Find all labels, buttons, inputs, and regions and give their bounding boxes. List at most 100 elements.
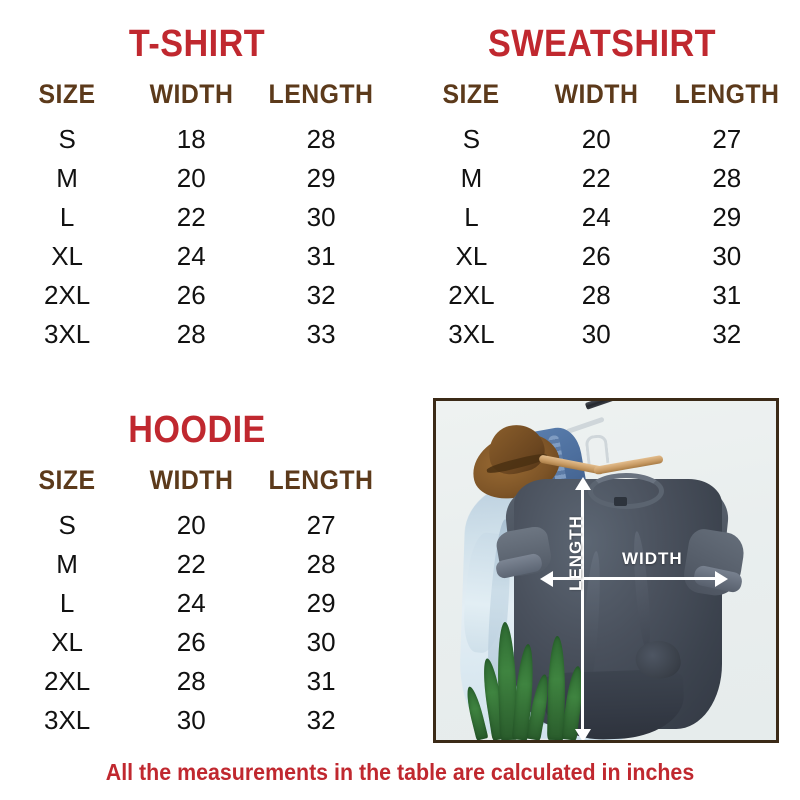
cell-size: L bbox=[464, 202, 479, 232]
cell-size: L bbox=[59, 588, 75, 618]
column-header-length: LENGTH bbox=[674, 79, 780, 109]
table-row: XL 24 31 bbox=[6, 237, 388, 276]
cell-width: 20 bbox=[581, 124, 611, 154]
table-row: S 20 27 bbox=[410, 120, 794, 159]
cell-length: 30 bbox=[712, 241, 742, 271]
size-table-hoodie: SIZE WIDTH LENGTH S 20 27 M 22 28 L bbox=[6, 464, 388, 740]
cell-size: S bbox=[58, 124, 76, 154]
cell-size: M bbox=[460, 163, 483, 193]
column-header-size: SIZE bbox=[38, 465, 96, 495]
cell-length: 32 bbox=[712, 319, 742, 349]
length-arrow-head-bottom bbox=[575, 729, 591, 740]
cell-size: 3XL bbox=[43, 705, 91, 735]
cell-length: 29 bbox=[712, 202, 742, 232]
cell-size: 2XL bbox=[448, 280, 495, 310]
width-arrow-line bbox=[550, 577, 718, 580]
width-arrow-label: WIDTH bbox=[622, 549, 683, 568]
cell-size: 2XL bbox=[43, 280, 91, 310]
size-block-hoodie: HOODIE SIZE WIDTH LENGTH S 20 27 M 22 2 bbox=[6, 408, 388, 740]
hanger-hook bbox=[584, 433, 610, 466]
table-row: M 22 28 bbox=[410, 159, 794, 198]
column-header-size: SIZE bbox=[442, 79, 500, 109]
cell-size: 2XL bbox=[43, 666, 91, 696]
measurement-units-note: All the measurements in the table are ca… bbox=[105, 759, 695, 785]
cell-width: 22 bbox=[176, 549, 206, 579]
table-row: 3XL 30 32 bbox=[410, 315, 794, 354]
size-block-tshirt: T-SHIRT SIZE WIDTH LENGTH S 18 28 M 20 bbox=[6, 22, 388, 354]
cell-width: 24 bbox=[581, 202, 611, 232]
table-row: XL 26 30 bbox=[6, 623, 388, 662]
table-title-sweatshirt: SWEATSHIRT bbox=[487, 23, 717, 65]
cell-length: 31 bbox=[306, 241, 336, 271]
length-arrow-line bbox=[581, 487, 584, 731]
cell-width: 30 bbox=[176, 705, 206, 735]
cell-size: XL bbox=[51, 627, 84, 657]
cell-width: 20 bbox=[176, 510, 206, 540]
cell-size: M bbox=[56, 163, 78, 193]
cell-size: 3XL bbox=[448, 319, 495, 349]
column-header-size: SIZE bbox=[38, 79, 96, 109]
cell-length: 32 bbox=[306, 280, 336, 310]
cell-length: 29 bbox=[306, 163, 336, 193]
column-header-length: LENGTH bbox=[268, 79, 374, 109]
cell-width: 26 bbox=[176, 280, 206, 310]
table-title-hoodie: HOODIE bbox=[128, 409, 266, 451]
cell-size: L bbox=[59, 202, 75, 232]
clothing-rail bbox=[584, 401, 776, 410]
table-row: L 24 29 bbox=[6, 584, 388, 623]
table-row: 3XL 28 33 bbox=[6, 315, 388, 354]
column-header-width: WIDTH bbox=[554, 79, 639, 109]
cell-size: XL bbox=[51, 241, 84, 271]
cell-size: S bbox=[58, 510, 76, 540]
photo-scene: WIDTH LENGTH bbox=[436, 401, 776, 740]
cell-width: 28 bbox=[176, 666, 206, 696]
cell-length: 30 bbox=[306, 202, 336, 232]
length-arrow-label: LENGTH bbox=[566, 515, 585, 591]
table-row: S 20 27 bbox=[6, 506, 388, 545]
tshirt-neck-tag bbox=[614, 497, 627, 506]
column-header-length: LENGTH bbox=[268, 465, 374, 495]
tshirt-collar bbox=[588, 473, 664, 509]
table-header-row: SIZE WIDTH LENGTH bbox=[410, 78, 794, 120]
cell-length: 28 bbox=[306, 124, 336, 154]
cell-length: 31 bbox=[306, 666, 336, 696]
cell-size: XL bbox=[455, 241, 488, 271]
cell-width: 30 bbox=[581, 319, 611, 349]
cell-length: 28 bbox=[306, 549, 336, 579]
table-row: 2XL 28 31 bbox=[410, 276, 794, 315]
cell-length: 33 bbox=[306, 319, 336, 349]
table-row: 2XL 26 32 bbox=[6, 276, 388, 315]
table-row: 3XL 30 32 bbox=[6, 701, 388, 740]
width-arrow-head-left bbox=[540, 571, 553, 587]
table-row: XL 26 30 bbox=[410, 237, 794, 276]
table-row: S 18 28 bbox=[6, 120, 388, 159]
table-row: M 22 28 bbox=[6, 545, 388, 584]
cell-width: 28 bbox=[581, 280, 611, 310]
column-header-width: WIDTH bbox=[149, 465, 234, 495]
cell-width: 22 bbox=[176, 202, 206, 232]
cell-length: 29 bbox=[306, 588, 336, 618]
cell-width: 24 bbox=[176, 241, 206, 271]
table-row: M 20 29 bbox=[6, 159, 388, 198]
length-arrow-head-top bbox=[575, 477, 591, 490]
cell-length: 30 bbox=[306, 627, 336, 657]
rail-hook bbox=[565, 416, 605, 435]
size-table-tshirt: SIZE WIDTH LENGTH S 18 28 M 20 29 L bbox=[6, 78, 388, 354]
cell-width: 22 bbox=[581, 163, 611, 193]
width-arrow-head-right bbox=[715, 571, 728, 587]
cell-width: 18 bbox=[176, 124, 206, 154]
size-table-sweatshirt: SIZE WIDTH LENGTH S 20 27 M 22 28 L bbox=[410, 78, 794, 354]
cell-size: 3XL bbox=[43, 319, 91, 349]
table-header-row: SIZE WIDTH LENGTH bbox=[6, 78, 388, 120]
column-header-width: WIDTH bbox=[149, 79, 234, 109]
cell-length: 31 bbox=[712, 280, 742, 310]
cell-width: 26 bbox=[176, 627, 206, 657]
cell-width: 26 bbox=[581, 241, 611, 271]
cell-size: S bbox=[462, 124, 481, 154]
table-row: L 24 29 bbox=[410, 198, 794, 237]
cell-length: 27 bbox=[306, 510, 336, 540]
size-block-sweatshirt: SWEATSHIRT SIZE WIDTH LENGTH S 20 27 M 2… bbox=[410, 22, 794, 354]
cell-width: 28 bbox=[176, 319, 206, 349]
table-row: L 22 30 bbox=[6, 198, 388, 237]
